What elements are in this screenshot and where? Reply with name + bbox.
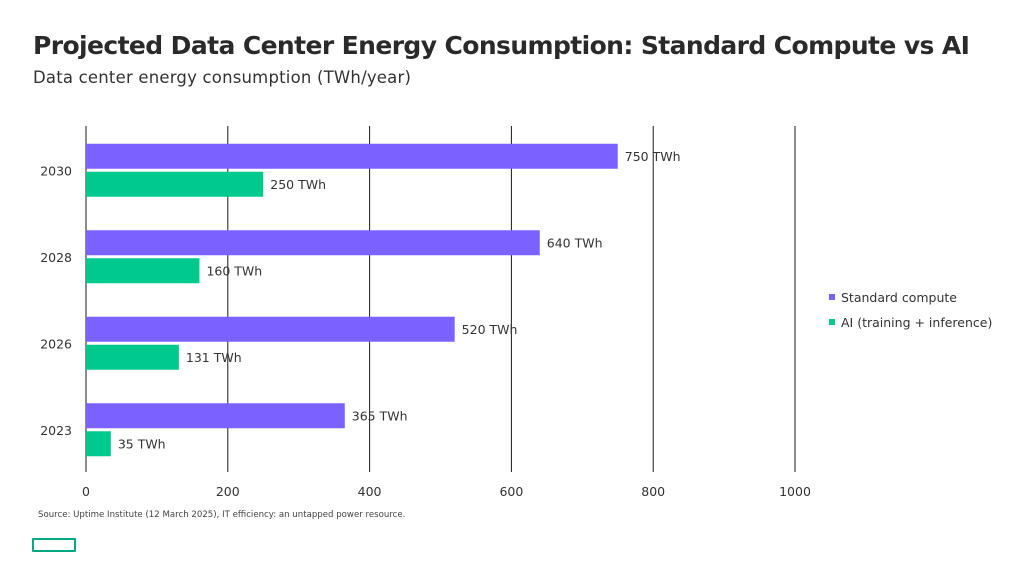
- chart-legend: Standard compute AI (training + inferenc…: [829, 289, 992, 339]
- data-label-ai-2023: 35 TWh: [118, 436, 166, 451]
- x-tick-label-1000: 1000: [779, 484, 811, 499]
- data-label-ai-2030: 250 TWh: [270, 177, 326, 192]
- x-tick-label-600: 600: [499, 484, 523, 499]
- chart-title: Projected Data Center Energy Consumption…: [33, 31, 970, 60]
- y-category-label-2026: 2026: [40, 336, 72, 351]
- x-tick-label-200: 200: [216, 484, 240, 499]
- x-tick-label-0: 0: [82, 484, 90, 499]
- bar-ai-2023: [86, 431, 111, 457]
- data-label-standard-2030: 750 TWh: [625, 149, 681, 164]
- brand-logo: [32, 538, 76, 552]
- x-tick-label-800: 800: [641, 484, 665, 499]
- legend-swatch-ai: [829, 319, 835, 325]
- bar-standard-2030: [86, 143, 618, 169]
- y-category-label-2030: 2030: [40, 163, 72, 178]
- data-label-ai-2026: 131 TWh: [186, 350, 242, 365]
- bar-standard-2026: [86, 316, 455, 342]
- data-label-standard-2026: 520 TWh: [462, 322, 518, 337]
- data-label-standard-2023: 365 TWh: [352, 408, 408, 423]
- legend-item-ai: AI (training + inference): [829, 314, 992, 330]
- legend-item-standard-compute: Standard compute: [829, 289, 992, 305]
- source-note: Source: Uptime Institute (12 March 2025)…: [38, 510, 406, 520]
- y-category-label-2023: 2023: [40, 423, 72, 438]
- bar-standard-2023: [86, 403, 345, 429]
- legend-swatch-standard-compute: [829, 294, 835, 300]
- data-label-ai-2028: 160 TWh: [206, 263, 262, 278]
- data-label-standard-2028: 640 TWh: [547, 235, 603, 250]
- legend-label-ai: AI (training + inference): [841, 314, 993, 330]
- y-category-label-2028: 2028: [40, 250, 72, 265]
- x-tick-label-400: 400: [358, 484, 382, 499]
- chart-subtitle: Data center energy consumption (TWh/year…: [33, 68, 412, 87]
- bar-standard-2028: [86, 230, 540, 256]
- bar-ai-2026: [86, 344, 179, 370]
- legend-label-standard-compute: Standard compute: [841, 289, 957, 305]
- bar-ai-2030: [86, 171, 264, 197]
- bar-ai-2028: [86, 258, 200, 284]
